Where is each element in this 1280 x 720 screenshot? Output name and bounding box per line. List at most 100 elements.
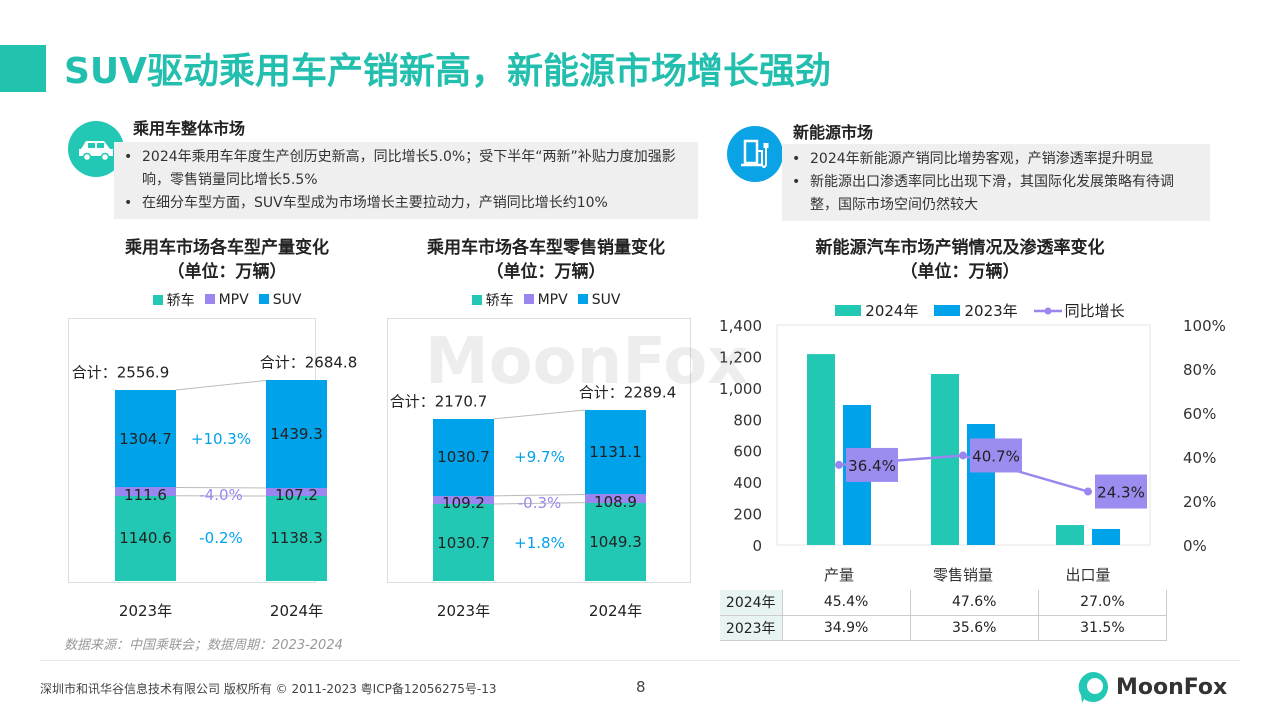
table-row: 2024年 45.4% 47.6% 27.0% (720, 590, 1168, 616)
data-label: 1030.7 (437, 533, 490, 552)
data-label-box (1095, 474, 1147, 509)
data-label: 107.2 (275, 485, 318, 504)
x-tick-label: 零售销量 (933, 566, 993, 584)
legend-yoy: 同比增长 (1033, 300, 1125, 321)
title-accent-bar (0, 45, 46, 92)
legend-2024: 2024年 (835, 300, 918, 321)
y2-tick-label: 0% (1183, 537, 1207, 555)
moonfox-logo-icon (1078, 672, 1108, 703)
bullet: 新能源出口渗透率同比出现下滑，其国际化发展策略有待调整，国际市场空间仍然较大 (792, 171, 1200, 217)
bar-2024 (1056, 525, 1084, 545)
bar-segment-MPV (433, 495, 494, 504)
y-tick-label: 0 (752, 537, 762, 555)
data-label: 1138.3 (270, 529, 323, 548)
moonfox-logo: MoonFox (1076, 670, 1227, 704)
y-tick-label: 400 (733, 474, 762, 492)
chart-subtitle: （单位：万辆） (167, 262, 287, 282)
y2-tick-label: 100% (1183, 317, 1226, 335)
total-label: 合计：2556.9 (71, 363, 170, 382)
connector-line (493, 493, 586, 497)
bar-segment-MPV (266, 487, 327, 496)
bullet: 在细分车型方面，SUV车型成为市场增长主要拉动力，产销同比增长约10% (124, 192, 688, 215)
bullet: 2024年乘用车年度生产创历史新高，同比增长5.0%；受下半年“两新”补贴力度加… (124, 146, 688, 192)
y-tick-label: 200 (733, 506, 762, 524)
nev-legend: 2024年 2023年 同比增长 (800, 300, 1160, 321)
change-label: +10.3% (190, 429, 252, 448)
production-chart-title: 乘用车市场各车型产量变化 （单位：万辆） (68, 236, 386, 284)
y-tick-label: 600 (733, 443, 762, 461)
bar-segment-轿车 (115, 495, 176, 581)
legend-2023: 2023年 (934, 300, 1018, 321)
change-label: -4.0% (199, 485, 243, 504)
legend-mpv: MPV (204, 292, 249, 308)
y2-tick-label: 80% (1183, 361, 1216, 379)
cell: 27.0% (1038, 590, 1168, 616)
legend: 轿车 MPV SUV (68, 290, 386, 310)
data-label: 1439.3 (270, 425, 323, 444)
nev-chart-title: 新能源汽车市场产销情况及渗透率变化 （单位：万辆） (720, 236, 1200, 284)
data-label: 36.4% (848, 457, 896, 475)
legend-mpv: MPV (523, 292, 568, 308)
footer-divider (40, 660, 1240, 661)
chart-title: 新能源汽车市场产销情况及渗透率变化 (815, 238, 1105, 258)
total-label: 合计：2684.8 (259, 353, 358, 372)
y2-tick-label: 20% (1183, 493, 1216, 511)
yoy-point (835, 460, 843, 469)
row-header: 2023年 (720, 615, 783, 641)
x-tick-label: 产量 (824, 566, 854, 584)
bar-segment-MPV (585, 494, 646, 503)
table-row: 2023年 34.9% 35.6% 31.5% (720, 615, 1168, 641)
penetration-table: 2024年 45.4% 47.6% 27.0% 2023年 34.9% 35.6% 31.5… (720, 590, 1168, 641)
chart-title: 乘用车市场各车型零售销量变化 (427, 238, 665, 258)
connector-line (175, 486, 267, 489)
data-label: 109.2 (442, 493, 485, 512)
left-bullets: 2024年乘用车年度生产创历史新高，同比增长5.0%；受下半年“两新”补贴力度加… (114, 142, 698, 219)
bar-2024 (807, 354, 835, 545)
right-section-heading: 新能源市场 (793, 123, 874, 142)
cell: 45.4% (782, 590, 911, 616)
data-label: 1304.7 (119, 429, 172, 448)
chart-subtitle: （单位：万辆） (900, 262, 1020, 282)
data-label-box (846, 447, 898, 482)
connector-line (493, 409, 586, 420)
legend-suv: SUV (577, 292, 620, 308)
yoy-point (1084, 487, 1092, 496)
cell: 47.6% (910, 590, 1039, 616)
legend-sedan: 轿车 (152, 290, 195, 310)
bar-segment-SUV (433, 418, 494, 496)
change-label: +1.8% (514, 533, 565, 552)
left-section-heading: 乘用车整体市场 (133, 119, 246, 138)
legend: 轿车 MPV SUV (387, 290, 705, 310)
cell: 34.9% (782, 615, 911, 641)
bar-segment-轿车 (585, 502, 646, 581)
x-tick-label: 2024年 (588, 602, 643, 620)
data-source: 数据来源：中国乘联会；数据周期：2023-2024 (64, 638, 343, 653)
y-tick-label: 800 (733, 411, 762, 429)
chart-title: 乘用车市场各车型产量变化 (125, 238, 329, 258)
legend-suv: SUV (258, 292, 301, 308)
bar-segment-轿车 (266, 495, 327, 581)
x-tick-label: 2024年 (269, 602, 324, 620)
y2-tick-label: 40% (1183, 449, 1216, 467)
page-title: SUV驱动乘用车产销新高，新能源市场增长强劲 (64, 51, 832, 92)
data-label: 1049.3 (589, 532, 642, 551)
total-label: 合计：2289.4 (578, 383, 677, 402)
bar-2023 (1092, 528, 1120, 545)
y-tick-label: 1,200 (719, 348, 762, 366)
x-tick-label: 出口量 (1065, 566, 1110, 584)
bar-segment-SUV (266, 380, 327, 488)
chart-subtitle: （单位：万辆） (486, 262, 606, 282)
data-label: 40.7% (972, 447, 1020, 465)
connector-line (493, 502, 586, 505)
y-tick-label: 1,400 (719, 317, 762, 335)
data-label-box (970, 438, 1022, 473)
retail-chart-title: 乘用车市场各车型零售销量变化 （单位：万辆） (387, 236, 705, 284)
change-label: -0.2% (199, 529, 243, 548)
data-label: 111.6 (124, 485, 167, 504)
charging-station-icon (727, 126, 783, 182)
row-header: 2024年 (720, 590, 783, 616)
connector-line (175, 379, 267, 391)
